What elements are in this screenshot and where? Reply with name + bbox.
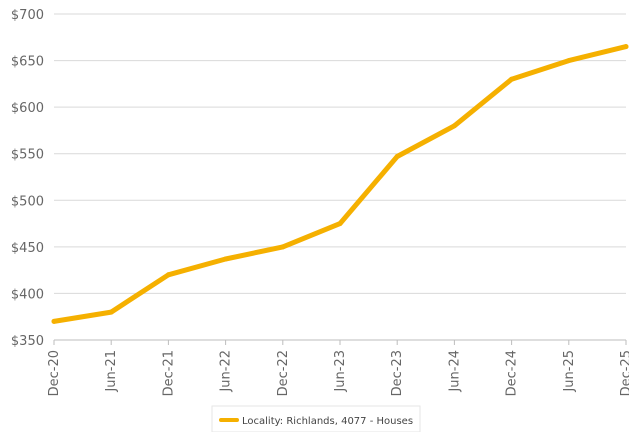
x-tick-label: Dec-25 — [619, 350, 629, 396]
x-tick-label: Dec-22 — [276, 350, 291, 396]
y-tick-label: $550 — [11, 148, 44, 163]
data-point[interactable] — [394, 154, 400, 160]
x-tick-label: Dec-21 — [161, 350, 176, 396]
x-tick-label: Dec-23 — [390, 350, 405, 396]
data-point[interactable] — [566, 58, 572, 64]
y-tick-label: $700 — [11, 8, 44, 23]
data-point[interactable] — [451, 123, 457, 129]
data-point[interactable] — [280, 244, 286, 250]
data-point[interactable] — [623, 44, 629, 50]
x-tick-label: Jun-22 — [219, 350, 234, 393]
legend[interactable]: Locality: Richlands, 4077 - Houses — [211, 405, 421, 432]
data-point[interactable] — [509, 76, 515, 82]
x-tick-label: Dec-20 — [47, 350, 62, 396]
y-tick-label: $350 — [11, 334, 44, 349]
x-tick-label: Jun-24 — [447, 350, 462, 393]
data-point[interactable] — [108, 309, 114, 315]
x-tick-label: Jun-23 — [333, 350, 348, 393]
series-lines — [51, 44, 629, 324]
data-point[interactable] — [223, 256, 229, 262]
y-tick-label: $600 — [11, 101, 44, 116]
y-axis: $350 $400 $450 $500 $550 $600 $650 $700 — [11, 8, 44, 349]
gridlines — [54, 13, 626, 341]
data-point[interactable] — [165, 272, 171, 278]
x-tick-label: Dec-24 — [505, 350, 520, 396]
legend-box — [211, 405, 421, 432]
x-axis: Dec-20 Jun-21 Dec-21 Jun-22 Dec-22 Jun-23 Dec-… — [47, 340, 629, 396]
y-tick-label: $500 — [11, 194, 44, 209]
y-tick-label: $450 — [11, 241, 44, 256]
data-point[interactable] — [51, 318, 57, 324]
x-tick-label: Jun-21 — [104, 350, 119, 393]
data-point[interactable] — [337, 221, 343, 227]
y-tick-label: $650 — [11, 55, 44, 70]
series-line-1[interactable] — [51, 44, 629, 324]
y-tick-label: $400 — [11, 287, 44, 302]
x-tick-label: Jun-25 — [562, 350, 577, 393]
legend-label-series-1: Locality: Richlands, 4077 - Houses — [242, 416, 413, 427]
